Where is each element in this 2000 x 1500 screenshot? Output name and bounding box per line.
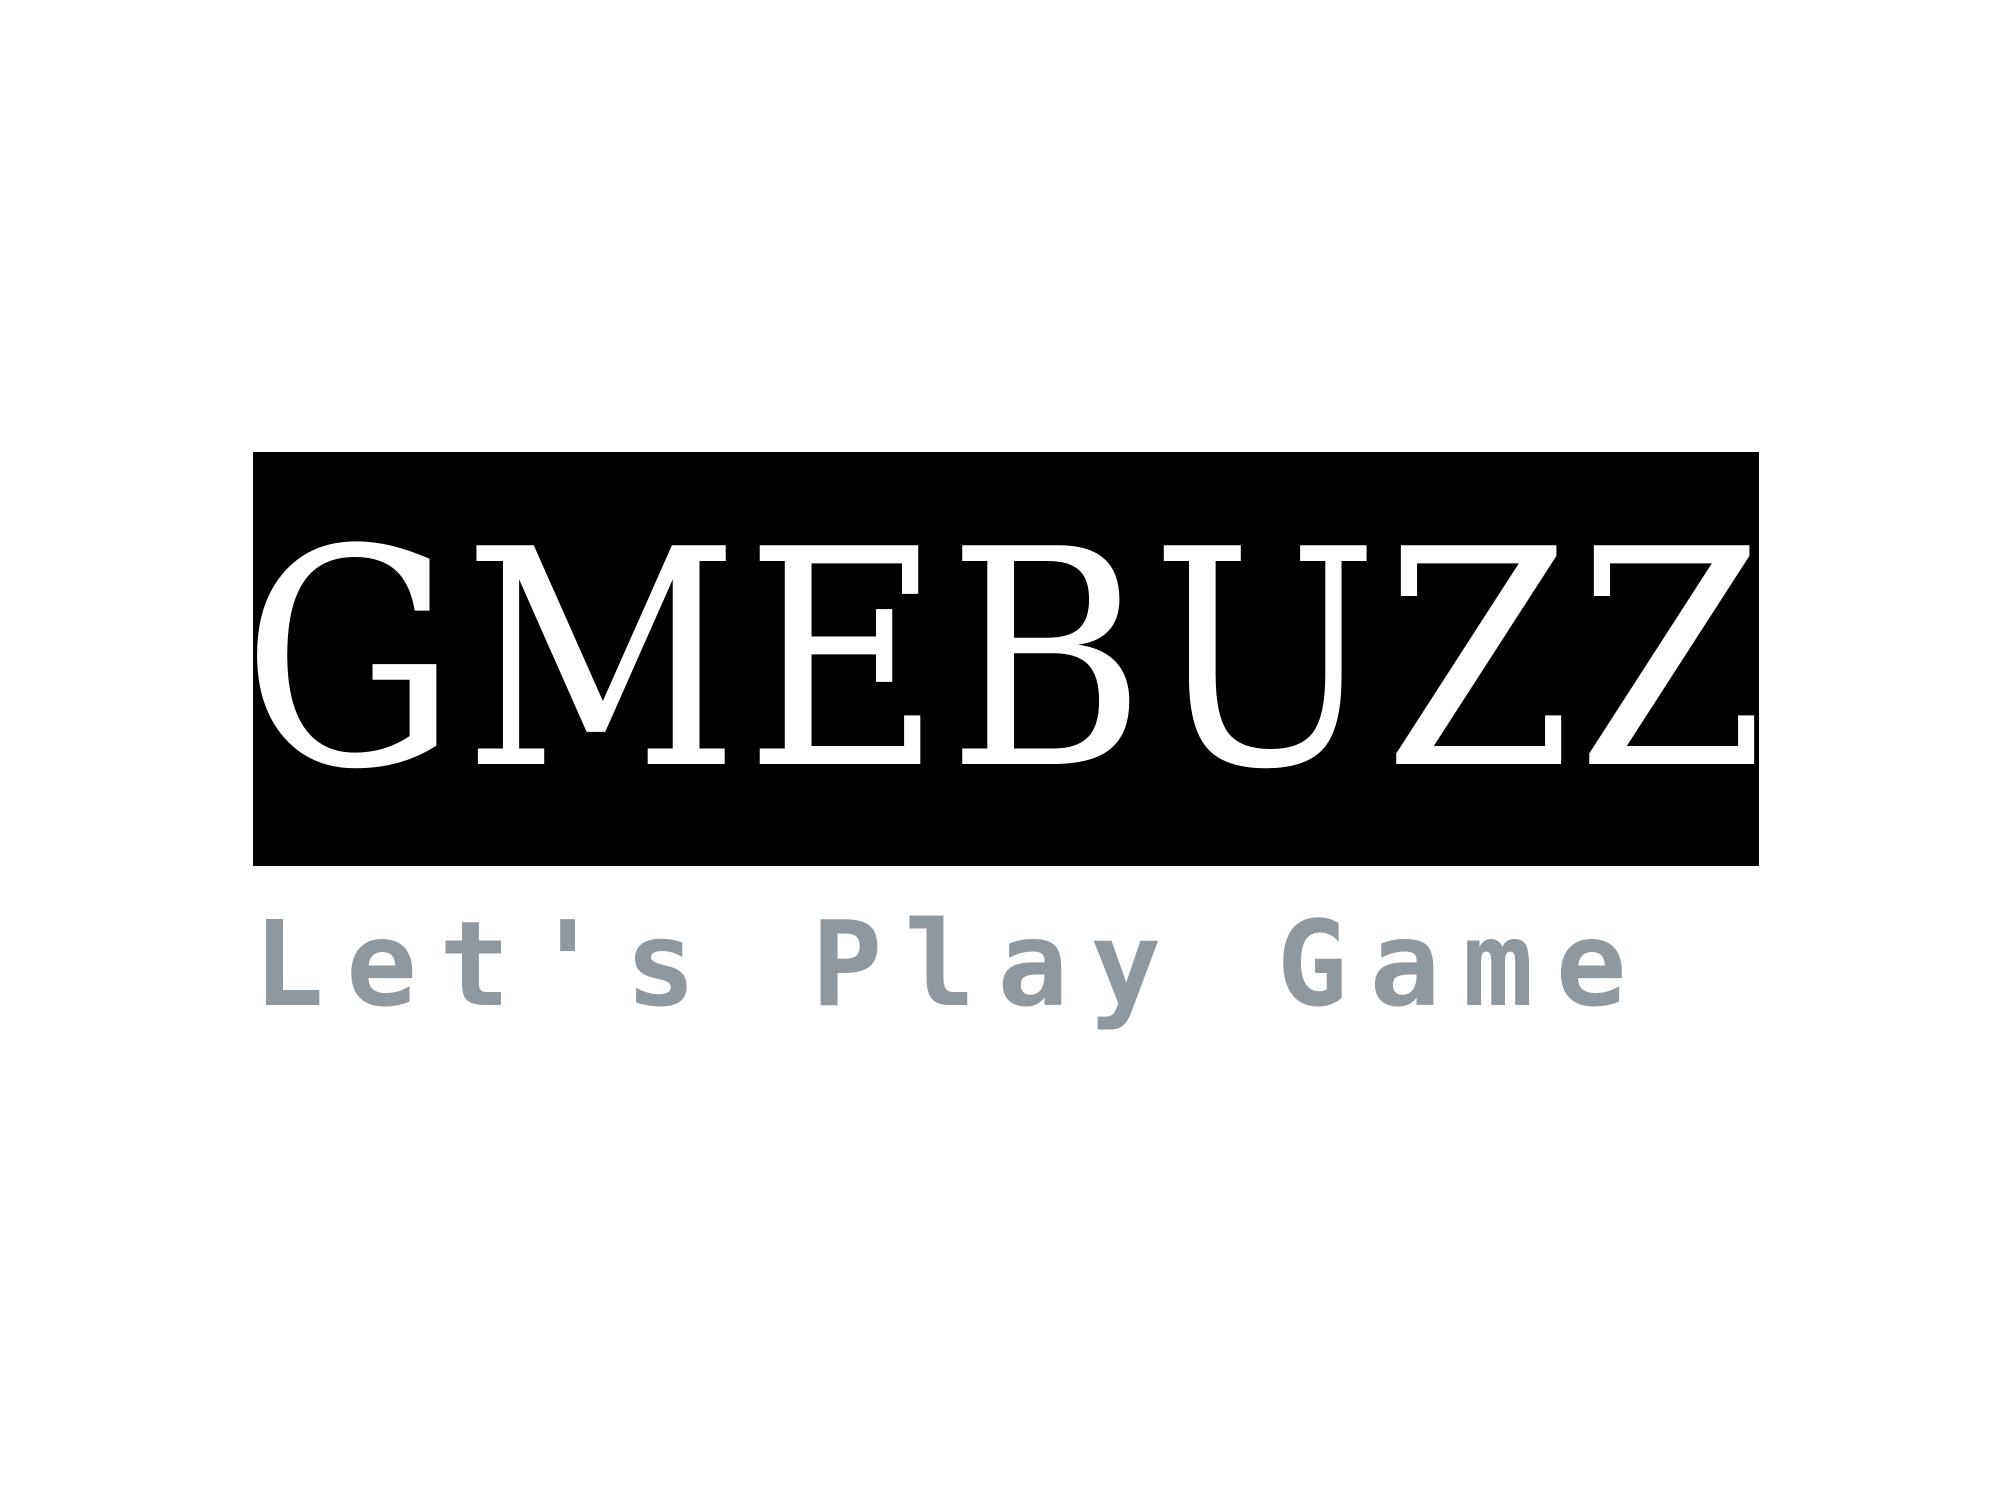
- logo-wordmark: GMEBUZZ: [241, 486, 1771, 835]
- tagline-text: Let's Play Game: [253, 895, 1649, 1033]
- logo-tagline: Let's Play Game: [253, 905, 1759, 1065]
- logo-block: GMEBUZZ: [242, 452, 1765, 866]
